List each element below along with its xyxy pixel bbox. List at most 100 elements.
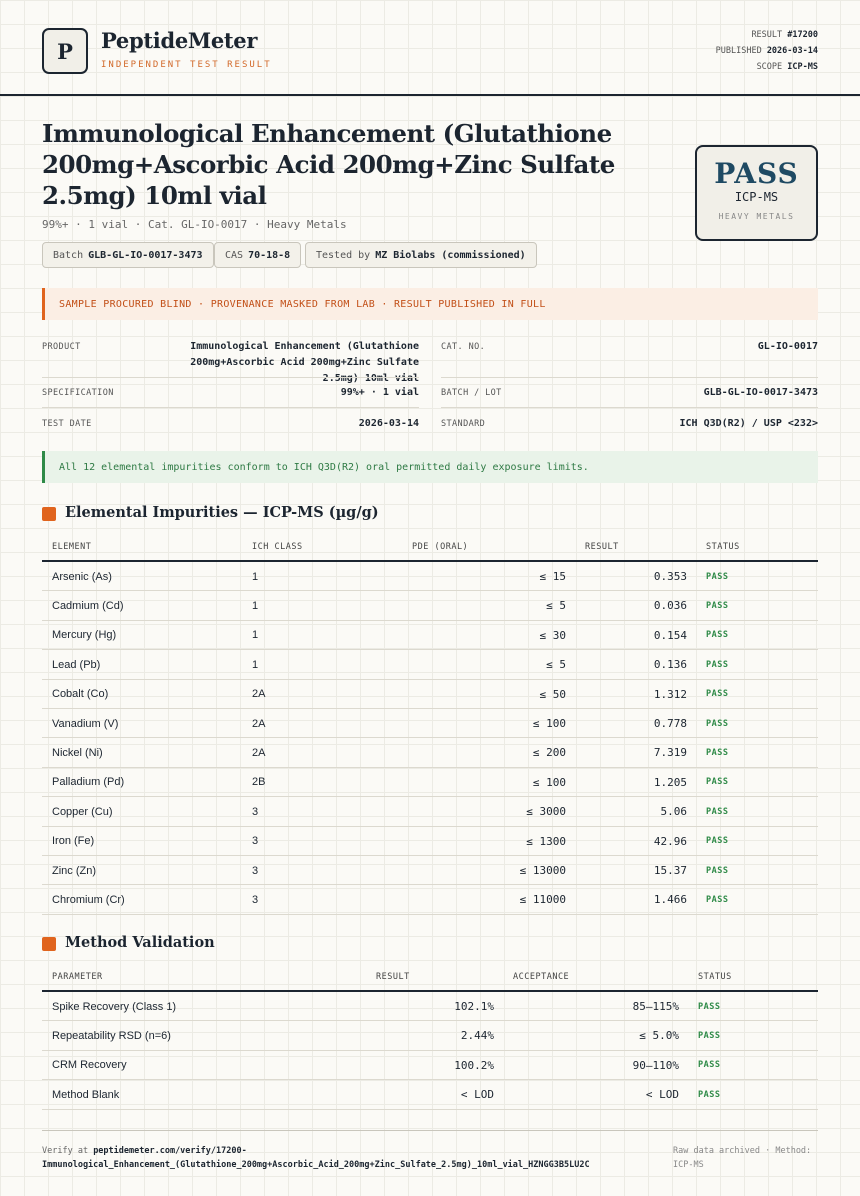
standard-value: ICH Q3D(R2) / USP <232> (679, 418, 818, 429)
result-value: 0.353 (653, 570, 687, 583)
result-value: 1.312 (653, 687, 687, 701)
validation-heading: Method Validation (65, 934, 215, 951)
verify-link-cont[interactable]: Immunological_Enhancement_(Glutathione_2… (42, 1160, 590, 1170)
pde-limit: ≤ 11000 (519, 893, 566, 907)
status-badge: PASS (706, 777, 729, 788)
status-badge: PASS (706, 630, 729, 641)
pde-limit: ≤ 3000 (526, 805, 566, 819)
standard-label: STANDARD (441, 419, 486, 429)
validation-result: 100.2% (454, 1058, 494, 1072)
ich-class: 3 (252, 805, 259, 818)
divider (441, 377, 818, 378)
validation-result: 2.44% (460, 1029, 494, 1043)
result-value: 0.154 (653, 628, 687, 642)
status-badge: PASS (706, 836, 729, 847)
table-row: Palladium (Pd) 2B ≤ 100 1.205 PASS (42, 768, 818, 798)
status-badge: PASS (698, 1030, 721, 1041)
table-row: Arsenic (As) 1 ≤ 15 0.353 PASS (42, 562, 818, 592)
element-name: Chromium (Cr) (52, 893, 125, 906)
pde-limit: ≤ 5 (546, 599, 566, 613)
table-row: CRM Recovery 100.2% 90–110% PASS (42, 1051, 818, 1081)
pde-limit: ≤ 13000 (519, 864, 566, 877)
ich-class: 2B (252, 776, 266, 789)
logo-icon: P (42, 28, 88, 74)
product-label: PRODUCT (42, 342, 81, 352)
table-row: Lead (Pb) 1 ≤ 5 0.136 PASS (42, 650, 818, 680)
divider (42, 377, 419, 378)
scope: SCOPE ICP-MS (756, 62, 818, 72)
col-ich-class: ICH CLASS (252, 542, 303, 552)
brand-name: PeptideMeter (101, 28, 258, 53)
pde-limit: ≤ 15 (539, 570, 567, 583)
table-row: Method Blank < LOD < LOD PASS (42, 1080, 818, 1110)
pde-limit: ≤ 100 (532, 717, 566, 730)
spec-label: SPECIFICATION (42, 388, 114, 398)
element-name: Copper (Cu) (52, 805, 113, 818)
section-marker-icon (42, 937, 56, 951)
status-badge: PASS (706, 747, 729, 758)
table-header-rule (42, 990, 818, 992)
table-row: Cobalt (Co) 2A ≤ 50 1.312 PASS (42, 680, 818, 709)
ich-class: 1 (252, 599, 259, 612)
table-row: Copper (Cu) 3 ≤ 3000 5.06 PASS (42, 797, 818, 827)
result-value: 0.136 (653, 658, 687, 672)
element-name: Zinc (Zn) (52, 864, 96, 877)
status-badge: PASS (706, 659, 729, 670)
blind-notice-banner: SAMPLE PROCURED BLIND · PROVENANCE MASKE… (42, 288, 818, 320)
report-header: P PeptideMeter INDEPENDENT TEST RESULT R… (0, 0, 860, 96)
catno-value: GL-IO-0017 (757, 341, 818, 352)
col-val-result: RESULT (376, 972, 410, 982)
element-name: Nickel (Ni) (52, 746, 103, 759)
table-row: Zinc (Zn) 3 ≤ 13000 15.37 PASS (42, 856, 818, 886)
status-badge: PASS (706, 894, 729, 905)
element-name: Vanadium (V) (52, 717, 119, 730)
catno-label: CAT. NO. (441, 342, 486, 352)
pde-limit: ≤ 30 (539, 628, 567, 642)
cas-chip: CAS 70-18-8 (214, 242, 302, 268)
ich-class: 3 (252, 864, 259, 877)
table-row: Nickel (Ni) 2A ≤ 200 7.319 PASS (42, 738, 818, 768)
parameter-name: Spike Recovery (Class 1) (52, 1000, 177, 1013)
status-badge: PASS (706, 865, 729, 876)
stamp-verdict: PASS (714, 157, 799, 190)
element-name: Palladium (Pd) (52, 776, 125, 789)
col-acceptance: ACCEPTANCE (513, 972, 570, 982)
verify-link[interactable]: peptidemeter.com/verify/17200- (93, 1146, 247, 1156)
pde-limit: ≤ 5 (546, 658, 566, 672)
tagline: INDEPENDENT TEST RESULT (101, 60, 272, 70)
ich-class: 2A (252, 688, 266, 701)
col-pde: PDE (ORAL) (412, 542, 469, 552)
status-badge: PASS (698, 1001, 721, 1012)
element-name: Cobalt (Co) (52, 688, 109, 701)
ich-class: 2A (252, 746, 266, 759)
col-val-status: STATUS (698, 972, 732, 982)
stamp-category: HEAVY METALS (718, 212, 795, 221)
status-badge: PASS (706, 689, 729, 700)
pde-limit: ≤ 200 (532, 746, 566, 760)
batch-label: BATCH / LOT (441, 388, 502, 398)
archive-note: Raw data archived · Method: ICP-MS (673, 1146, 812, 1170)
result-value: 0.036 (653, 599, 687, 613)
acceptance-range: < LOD (645, 1088, 679, 1102)
table-row: Repeatability RSD (n=6) 2.44% ≤ 5.0% PASS (42, 1021, 818, 1051)
col-status: STATUS (706, 542, 740, 552)
result-value: 1.205 (653, 775, 687, 789)
table-header-rule (42, 560, 818, 562)
element-name: Iron (Fe) (52, 835, 95, 848)
ich-class: 3 (252, 835, 259, 848)
table-row: Spike Recovery (Class 1) 102.1% 85–115% PAS… (42, 992, 818, 1022)
stamp-method: ICP-MS (734, 190, 779, 204)
result-value: 5.06 (660, 805, 688, 819)
ich-class: 1 (252, 570, 259, 583)
ich-class: 3 (252, 893, 259, 906)
footer-divider (42, 1130, 818, 1131)
validation-result: 102.1% (454, 1000, 494, 1013)
conformance-banner: All 12 elemental impurities conform to I… (42, 451, 818, 483)
parameter-name: CRM Recovery (52, 1059, 127, 1072)
divider (42, 407, 419, 408)
pass-stamp: PASS ICP-MS HEAVY METALS (695, 145, 818, 241)
product-subtitle: 99%+ · 1 vial · Cat. GL-IO-0017 · Heavy … (42, 218, 347, 231)
element-name: Lead (Pb) (52, 658, 101, 671)
verify-text: Verify at peptidemeter.com/verify/17200-… (42, 1146, 590, 1170)
status-badge: PASS (698, 1060, 721, 1071)
